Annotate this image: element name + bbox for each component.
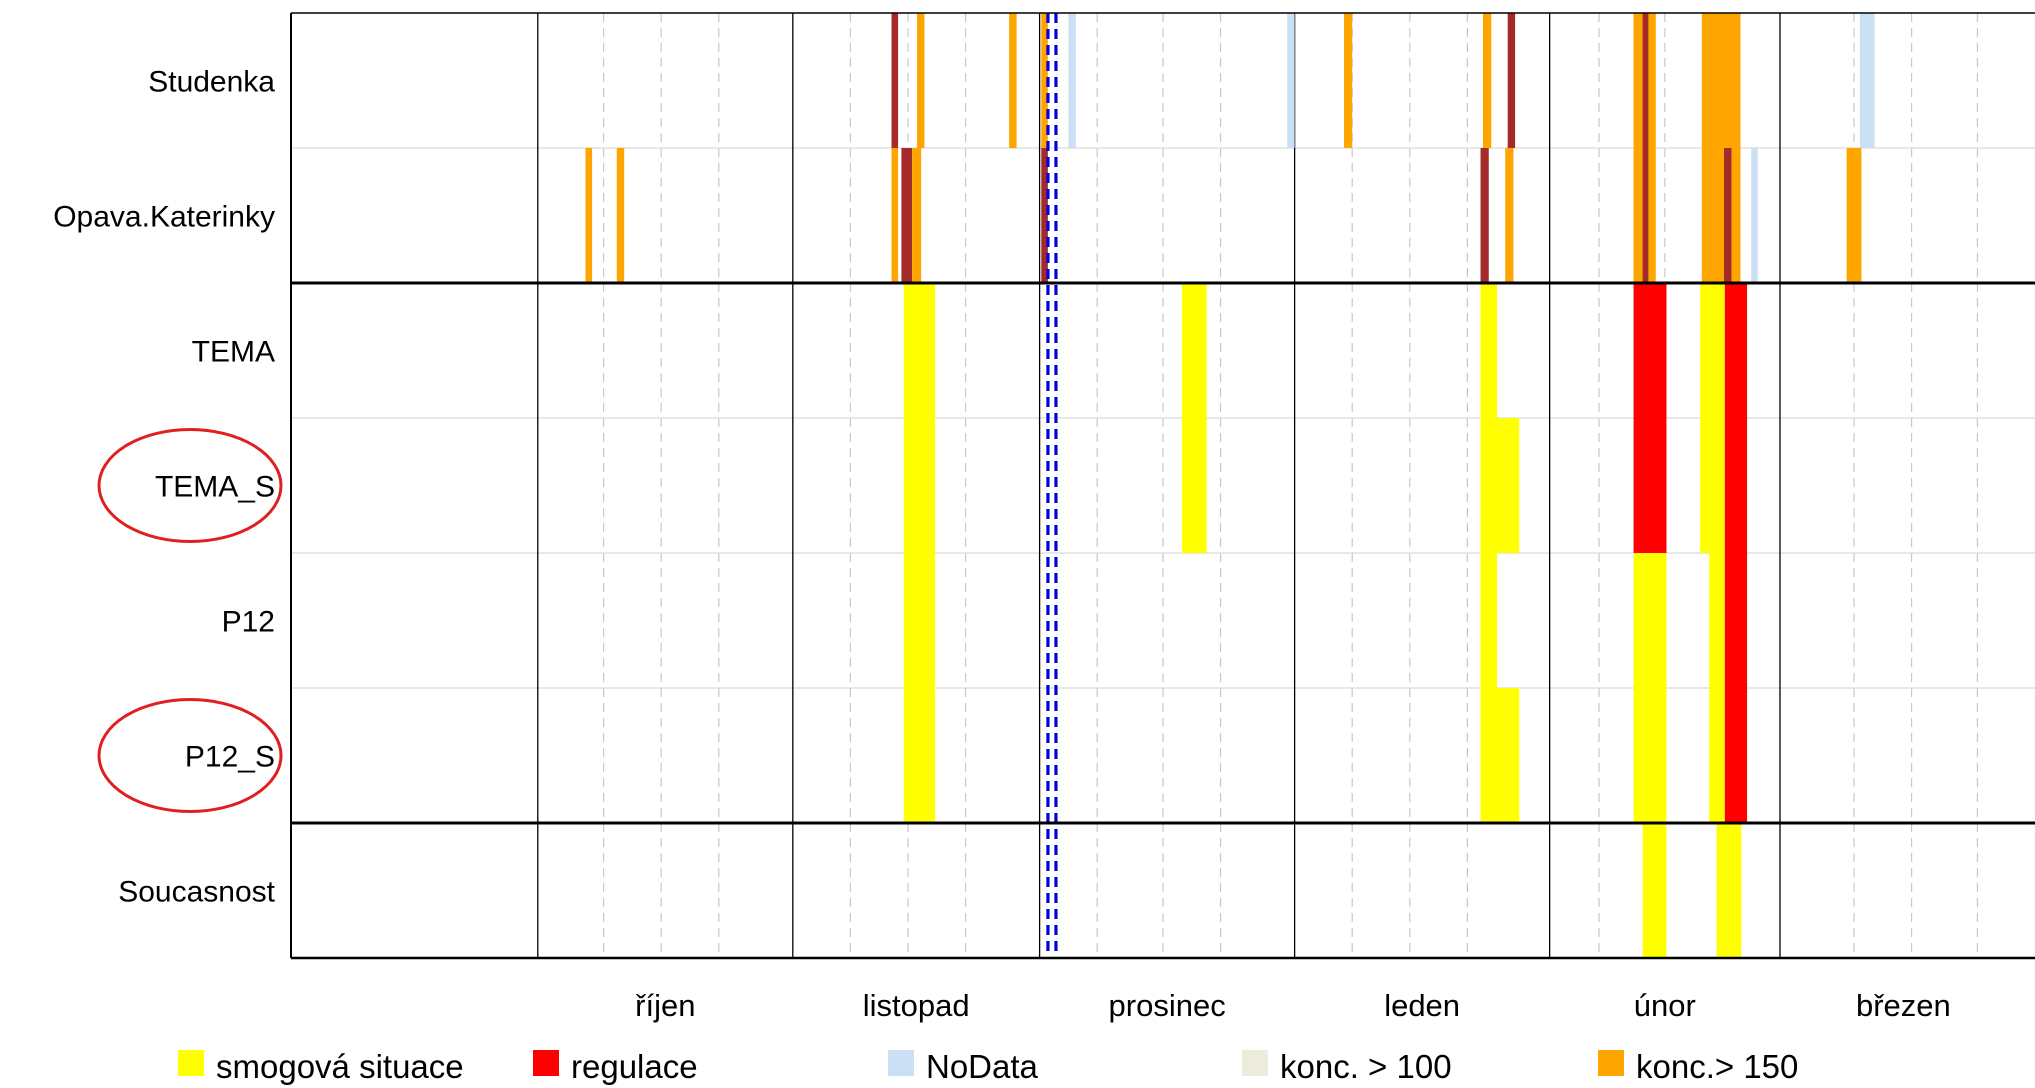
x-tick-label-nor: únor — [1634, 988, 1696, 1023]
row-labels: Studenka Opava.Katerinky TEMA TEMA_S P12 P12_… — [53, 66, 283, 909]
segment-brown-studenka — [1507, 13, 1516, 148]
segment-reg-tema — [1724, 283, 1748, 418]
segment-c150-opava-katerinky — [891, 148, 899, 283]
row-label-studenka: Studenka — [148, 66, 275, 99]
data-segments — [585, 13, 1875, 958]
segment-reg-p12-s — [1724, 688, 1748, 823]
segment-brown-opava-katerinky — [1480, 148, 1489, 283]
segment-brown-opava-katerinky — [1724, 148, 1732, 283]
segment-c150-studenka — [1343, 13, 1353, 148]
row-highlight-circle — [97, 428, 283, 543]
segment-smog-p12-s — [1633, 688, 1667, 823]
segment-smog-tema — [1480, 283, 1497, 418]
segment-c150-studenka — [1483, 13, 1492, 148]
segment-smog-p12-s — [903, 688, 936, 823]
row-label-p12: P12 — [222, 606, 275, 639]
segment-reg-tema — [1633, 283, 1667, 418]
segment-smog-tema-s — [1480, 418, 1520, 553]
segment-nodata-studenka — [1859, 13, 1875, 148]
segment-nodata-opava-katerinky — [1751, 148, 1758, 283]
segment-smog-p12 — [1480, 553, 1497, 688]
segment-smog-tema-s — [1181, 418, 1207, 553]
x-tick-labels: říjen listopad prosinec leden únor březen — [635, 988, 1951, 1023]
legend-swatch-reg — [533, 1050, 559, 1076]
segment-smog-p12 — [1633, 553, 1667, 688]
segment-c150-studenka — [1041, 13, 1048, 148]
segment-reg-tema-s — [1633, 418, 1667, 553]
row-highlight-circle — [97, 698, 283, 813]
legend-label-c150: konc.> 150 — [1636, 1048, 1798, 1085]
segment-smog-soucasnost — [1642, 823, 1667, 958]
segment-c150-opava-katerinky — [616, 148, 625, 283]
segment-smog-tema — [903, 283, 936, 418]
x-tick-label-jen: říjen — [635, 988, 695, 1023]
x-tick-label-prosinec: prosinec — [1109, 988, 1226, 1023]
segment-brown-studenka — [891, 13, 899, 148]
segment-c150-opava-katerinky — [1505, 148, 1514, 283]
segment-c150-opava-katerinky — [912, 148, 922, 283]
legend-swatch-smog — [178, 1050, 204, 1076]
x-tick-label-b-ezen: březen — [1856, 988, 1951, 1023]
segment-c150-studenka — [917, 13, 925, 148]
segment-nodata-studenka — [1287, 13, 1295, 148]
segment-c150-opava-katerinky — [1846, 148, 1862, 283]
legend-swatch-c150 — [1598, 1050, 1624, 1076]
segment-smog-tema — [1700, 283, 1725, 418]
segment-smog-p12-s — [1480, 688, 1520, 823]
segment-brown-opava-katerinky — [1041, 148, 1048, 283]
legend-label-smog: smogová situace — [216, 1048, 464, 1085]
legend-swatch-nodata — [888, 1050, 914, 1076]
x-tick-label-listopad: listopad — [863, 988, 970, 1023]
plot-frame — [290, 12, 2035, 960]
segment-smog-p12 — [903, 553, 936, 688]
legend-label-reg: regulace — [571, 1048, 698, 1085]
legend-label-c100: konc. > 100 — [1280, 1048, 1452, 1085]
row-label-tema-s: TEMA_S — [155, 471, 275, 504]
row-label-opava-katerinky: Opava.Katerinky — [53, 201, 275, 234]
segment-c150-opava-katerinky — [585, 148, 593, 283]
row-label-p12-s: P12_S — [185, 741, 275, 774]
segment-brown-opava-katerinky — [1642, 148, 1649, 283]
segment-c150-studenka — [1009, 13, 1017, 148]
segment-c150-opava-katerinky — [1701, 148, 1741, 283]
legend: smogová situace regulace NoData konc. > 100… — [178, 1048, 1798, 1085]
x-tick-label-leden: leden — [1384, 988, 1460, 1023]
legend-swatch-c100 — [1242, 1050, 1268, 1076]
segment-smog-p12 — [1709, 553, 1725, 688]
segment-brown-studenka — [1642, 13, 1649, 148]
segment-smog-tema — [1181, 283, 1207, 418]
segment-smog-p12-s — [1709, 688, 1725, 823]
row-label-tema: TEMA — [192, 336, 275, 369]
legend-label-nodata: NoData — [926, 1048, 1039, 1085]
segment-smog-tema-s — [903, 418, 936, 553]
row-label-soucasnost: Soucasnost — [118, 876, 275, 909]
segment-reg-p12 — [1724, 553, 1748, 688]
segment-c150-studenka — [1701, 13, 1741, 148]
segment-brown-opava-katerinky — [901, 148, 913, 283]
segment-smog-tema-s — [1700, 418, 1725, 553]
segment-reg-tema-s — [1724, 418, 1748, 553]
segment-nodata-studenka — [1068, 13, 1076, 148]
segment-smog-soucasnost — [1716, 823, 1742, 958]
